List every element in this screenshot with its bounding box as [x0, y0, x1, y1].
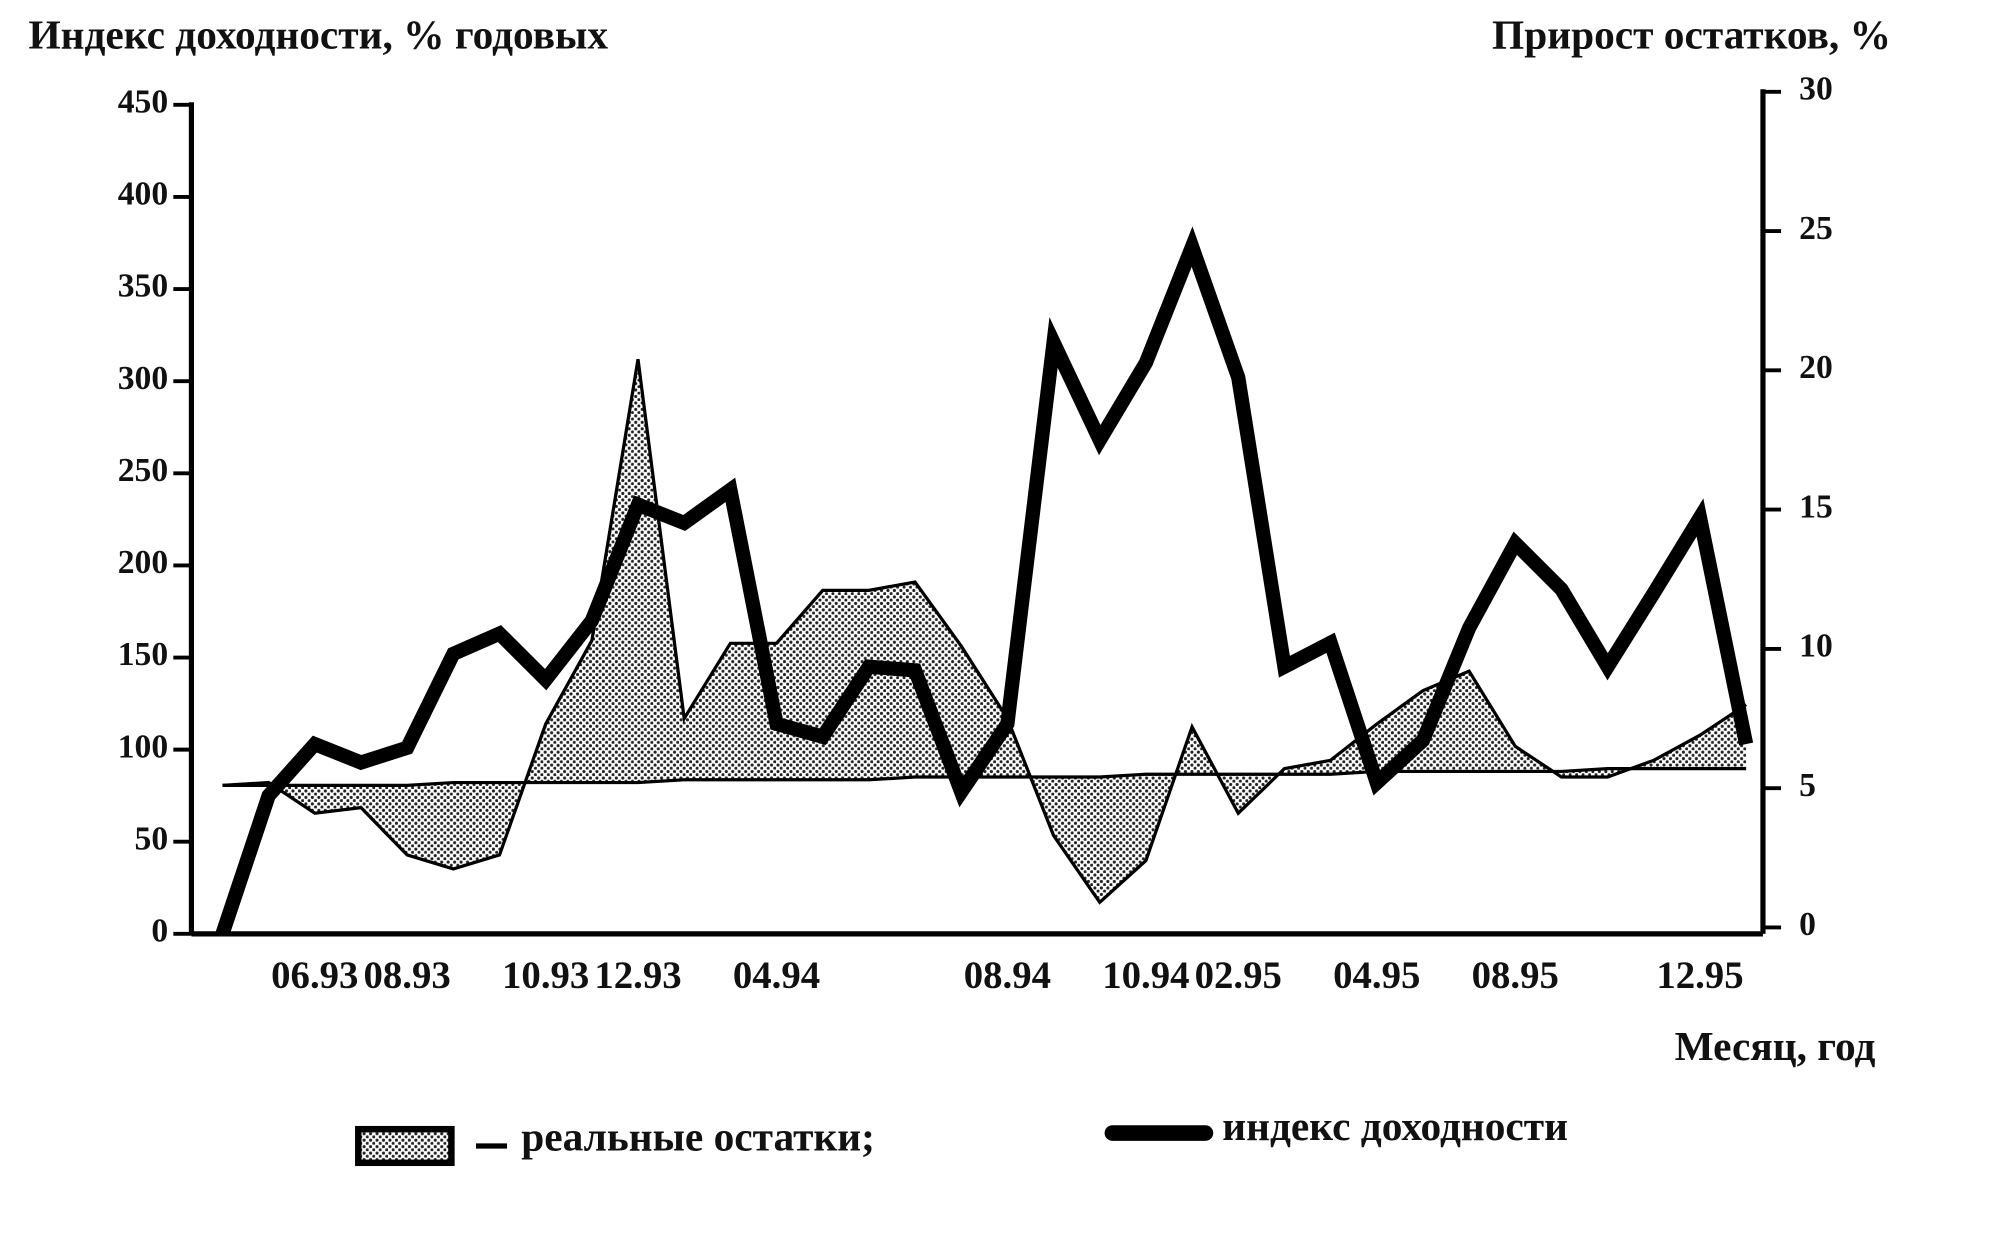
- x-tick-label: 06.93: [271, 954, 358, 997]
- y2-tick-label: 20: [1799, 349, 1833, 386]
- area-fill: [222, 359, 1747, 903]
- y2-tick-label: 0: [1799, 906, 1816, 943]
- baseline: [222, 767, 1747, 787]
- y-tick-label: 250: [118, 452, 168, 489]
- y-tick-label: 350: [118, 268, 168, 305]
- x-tick-label: 10.93: [502, 954, 589, 997]
- legend-label: реальные остатки;: [521, 1113, 875, 1159]
- y2-tick-label: 15: [1799, 488, 1833, 525]
- y-tick-label: 450: [118, 83, 168, 120]
- x-tick-label: 12.95: [1656, 954, 1743, 997]
- y-tick-label: 150: [118, 636, 168, 673]
- legend-label: индекс доходности: [1222, 1103, 1568, 1149]
- y2-tick-label: 10: [1799, 628, 1833, 665]
- x-tick-label: 08.94: [964, 954, 1051, 997]
- y2-tick-label: 30: [1799, 71, 1833, 108]
- y-tick-label: 200: [118, 544, 168, 581]
- y-tick-label: 400: [118, 176, 168, 213]
- yield-line: [215, 226, 1754, 937]
- legend-swatch-area: [355, 1125, 455, 1167]
- x-tick-label: 08.95: [1472, 954, 1559, 997]
- y-tick-label: 100: [118, 728, 168, 765]
- area-line: [222, 358, 1748, 905]
- x-tick-label: 04.95: [1333, 954, 1420, 997]
- x-tick-label: 08.93: [364, 954, 451, 997]
- x-tick-label: 12.93: [594, 954, 681, 997]
- y-tick-label: 50: [135, 820, 169, 857]
- left-axis-title: Индекс доходности, % годовых: [28, 11, 608, 57]
- y-tick-label: 300: [118, 360, 168, 397]
- x-tick-label: 04.94: [733, 954, 820, 997]
- right-axis-title: Прирост остатков, %: [1492, 11, 1891, 57]
- y-tick-label: 0: [151, 913, 168, 950]
- x-axis-title: Месяц, год: [1675, 1023, 1876, 1069]
- x-tick-label: 02.95: [1195, 954, 1282, 997]
- x-tick-label: 10.94: [1102, 954, 1189, 997]
- y2-tick-label: 25: [1799, 210, 1833, 247]
- y2-tick-label: 5: [1799, 767, 1816, 804]
